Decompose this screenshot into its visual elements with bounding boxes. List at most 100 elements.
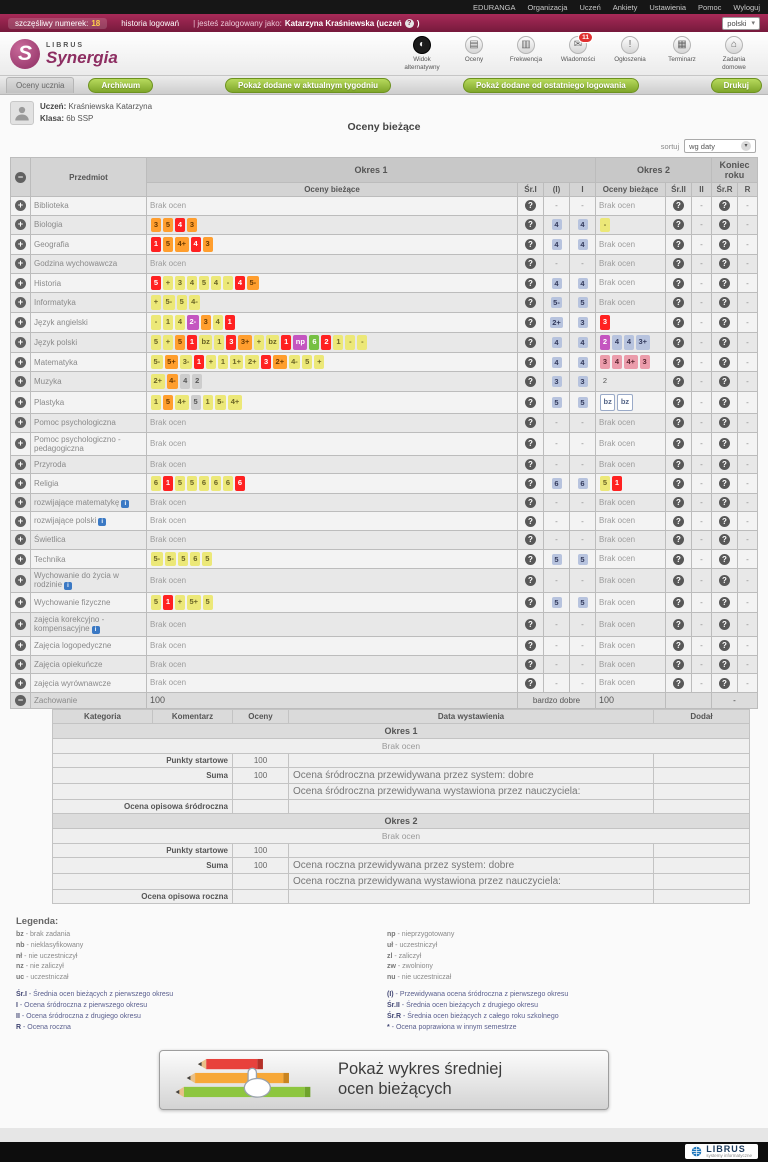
toolbar-messages[interactable]: ✉ 11 Wiadomości [554, 31, 602, 71]
grade-chip[interactable]: + [163, 334, 173, 350]
subject-info-icon[interactable]: i [121, 499, 130, 508]
grade-chip[interactable]: 2- [187, 315, 199, 330]
nav-button-2[interactable]: Pokaż dodane w aktualnym tygodniu [225, 77, 392, 93]
grade-chip[interactable]: 3 [202, 237, 213, 253]
average-help-icon[interactable]: ? [719, 258, 730, 270]
grade-chip[interactable]: 4+ [175, 237, 189, 253]
final-okres1-chip[interactable]: 3 [577, 376, 588, 388]
grade-chip[interactable]: 4 [180, 374, 191, 390]
average-help-icon[interactable]: ? [719, 356, 730, 368]
average-help-icon[interactable]: ? [525, 277, 536, 289]
grade-chip[interactable]: 5 [178, 551, 189, 567]
average-help-icon[interactable]: ? [719, 659, 730, 671]
grade-chip[interactable]: 5 [199, 275, 209, 291]
grade-chip[interactable]: 2 [192, 374, 203, 390]
grade-chip[interactable]: - [345, 334, 356, 350]
expand-row-icon[interactable]: + [15, 640, 26, 652]
grade-chip[interactable]: 2+ [151, 374, 165, 390]
final-okres1-chip[interactable]: 5 [577, 553, 588, 565]
grade-chip[interactable]: 6 [223, 476, 233, 491]
final-okres1-chip[interactable]: 6 [577, 478, 588, 489]
expand-row-icon[interactable]: + [15, 258, 26, 270]
expand-row-icon[interactable]: + [15, 297, 26, 309]
grade-chip[interactable]: - [600, 217, 610, 233]
average-help-icon[interactable]: ? [673, 677, 684, 689]
grade-chip[interactable]: 3+ [636, 334, 650, 350]
grade-chip[interactable]: + [163, 275, 173, 291]
final-okres1-chip[interactable]: 4 [577, 277, 588, 289]
average-help-icon[interactable]: ? [525, 336, 536, 348]
toolbar-announcements[interactable]: ! Ogłoszenia [606, 35, 654, 71]
grade-chip[interactable]: 6 [151, 476, 161, 491]
average-help-icon[interactable]: ? [525, 200, 536, 212]
expand-row-icon[interactable]: + [15, 219, 26, 231]
predicted-okres1-chip[interactable]: 3 [551, 376, 562, 388]
predicted-okres1-chip[interactable]: 5 [551, 553, 562, 565]
average-help-icon[interactable]: ? [525, 597, 536, 609]
grade-chip[interactable]: 5 [202, 551, 213, 567]
grade-chip[interactable]: 5- [164, 551, 177, 567]
grade-chip[interactable]: 5 [163, 237, 173, 253]
grade-chip[interactable]: 4- [288, 354, 301, 370]
average-help-icon[interactable]: ? [719, 297, 730, 309]
grade-chip[interactable]: 1 [163, 476, 173, 491]
grade-chip[interactable]: 3- [180, 354, 192, 370]
grade-chip[interactable]: 4- [166, 374, 179, 390]
average-help-icon[interactable]: ? [525, 553, 536, 565]
grade-chip[interactable]: 4 [624, 334, 634, 350]
final-okres1-chip[interactable]: 5 [577, 397, 588, 409]
expand-row-icon[interactable]: + [15, 553, 26, 565]
final-okres1-chip[interactable]: 5 [577, 297, 588, 309]
average-help-icon[interactable]: ? [525, 219, 536, 231]
average-help-icon[interactable]: ? [525, 397, 536, 409]
collapse-all-icon[interactable]: − [15, 171, 26, 183]
expand-row-icon[interactable]: + [15, 336, 26, 348]
grade-chip[interactable]: 4+ [228, 395, 242, 410]
average-help-icon[interactable]: ? [673, 277, 684, 289]
grade-chip[interactable]: 5 [175, 334, 185, 350]
average-help-icon[interactable]: ? [525, 659, 536, 671]
grade-chip[interactable]: 1 [612, 476, 622, 491]
average-help-icon[interactable]: ? [525, 478, 536, 489]
show-average-chart-button[interactable]: Pokaż wykres średniej ocen bieżących [159, 1049, 609, 1110]
grade-chip[interactable]: 5 [302, 354, 313, 370]
average-help-icon[interactable]: ? [719, 200, 730, 212]
predicted-okres1-chip[interactable]: 4 [551, 356, 562, 368]
grade-chip[interactable]: 3 [226, 334, 237, 350]
average-help-icon[interactable]: ? [525, 534, 536, 546]
average-help-icon[interactable]: ? [673, 317, 684, 329]
predicted-okres1-chip[interactable]: 6 [551, 478, 562, 489]
expand-row-icon[interactable]: + [15, 659, 26, 671]
average-help-icon[interactable]: ? [719, 417, 730, 429]
average-help-icon[interactable]: ? [525, 297, 536, 309]
grade-chip[interactable]: 2 [321, 334, 332, 350]
final-okres1-chip[interactable]: 4 [577, 336, 588, 348]
final-okres1-chip[interactable]: 4 [577, 239, 588, 251]
grade-chip[interactable]: 5- [214, 395, 227, 410]
average-help-icon[interactable]: ? [719, 458, 730, 470]
grade-chip[interactable]: 3 [151, 217, 161, 233]
average-help-icon[interactable]: ? [673, 200, 684, 212]
toolbar-attendance[interactable]: ▥ Frekwencja [502, 35, 550, 71]
grade-chip[interactable]: 4 [612, 334, 622, 350]
grade-chip[interactable]: 1 [224, 315, 235, 330]
grade-chip[interactable]: 1 [193, 354, 204, 370]
grade-chip[interactable]: - [151, 315, 161, 330]
grade-chip[interactable]: 4 [175, 217, 185, 233]
lucky-number-widget[interactable]: szczęśliwy numerek: 18 [8, 17, 108, 29]
grade-chip[interactable]: 1 [187, 334, 197, 350]
expand-row-icon[interactable]: + [15, 497, 26, 509]
grade-chip[interactable]: 5 [175, 476, 185, 491]
average-help-icon[interactable]: ? [525, 677, 536, 689]
grade-chip[interactable]: 4 [187, 275, 197, 291]
grade-chip[interactable]: 1 [151, 395, 161, 410]
language-select[interactable]: polski ▾ [722, 16, 760, 30]
expand-row-icon[interactable]: + [15, 239, 26, 251]
average-help-icon[interactable]: ? [673, 458, 684, 470]
expand-row-icon[interactable]: + [15, 597, 26, 609]
average-help-icon[interactable]: ? [719, 317, 730, 329]
final-okres1-chip[interactable]: 4 [577, 356, 588, 368]
section-tab-grades[interactable]: Oceny ucznia [6, 77, 75, 93]
subject-info-icon[interactable]: i [64, 582, 73, 591]
grade-chip[interactable]: 3+ [238, 334, 252, 350]
